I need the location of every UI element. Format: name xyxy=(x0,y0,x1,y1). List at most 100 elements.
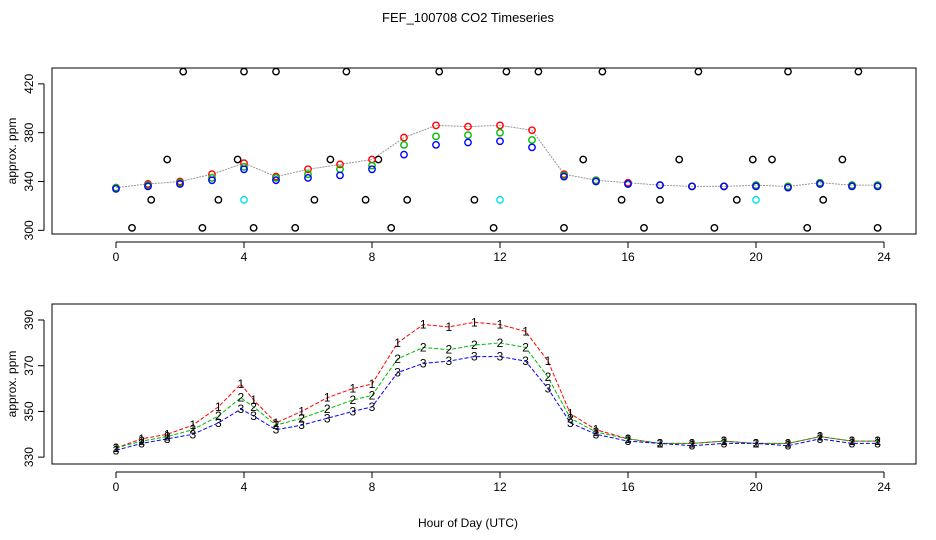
black-point xyxy=(310,195,319,204)
black-point xyxy=(198,223,207,232)
red-point-label: 1 xyxy=(497,318,504,332)
green-point-label: 2 xyxy=(497,336,504,350)
green-series-line xyxy=(115,342,878,449)
blue-series-line xyxy=(115,356,878,451)
black-point xyxy=(403,195,412,204)
blue-point-label: 3 xyxy=(250,409,257,423)
blue-point-label: 3 xyxy=(113,443,120,457)
red-point-label: 1 xyxy=(349,382,356,396)
red-point-label: 1 xyxy=(164,427,171,441)
green-point xyxy=(208,173,216,182)
red-point xyxy=(336,160,344,169)
x-tick-label: 4 xyxy=(241,480,248,494)
red-point-label: 1 xyxy=(250,393,257,407)
blue-point-label: 3 xyxy=(164,432,171,446)
x-tick-label: 16 xyxy=(621,480,635,494)
blue-point-label: 3 xyxy=(785,439,792,453)
blue-point-label: 3 xyxy=(657,436,664,450)
black-point xyxy=(598,67,607,76)
black-point xyxy=(694,67,703,76)
green-point-label: 2 xyxy=(721,434,728,448)
black-point xyxy=(272,67,280,76)
blue-point xyxy=(432,140,440,149)
blue-point-label: 3 xyxy=(138,436,145,450)
x-tick-label: 20 xyxy=(749,250,763,264)
black-point xyxy=(640,223,648,232)
green-point-label: 2 xyxy=(471,338,478,352)
blue-point-label: 3 xyxy=(625,434,632,448)
blue-point-label: 3 xyxy=(471,350,478,364)
red-point xyxy=(464,122,472,131)
green-point xyxy=(272,173,280,182)
green-point-label: 2 xyxy=(369,388,376,402)
green-point-label: 2 xyxy=(593,425,600,439)
black-point xyxy=(435,67,444,76)
plot-frame xyxy=(51,303,917,465)
x-tick-label: 16 xyxy=(621,250,635,264)
black-point xyxy=(214,195,223,204)
red-point-label: 1 xyxy=(817,430,824,444)
green-point xyxy=(464,131,472,140)
red-point-label: 1 xyxy=(593,423,600,437)
red-point-label: 1 xyxy=(324,391,331,405)
blue-point-label: 3 xyxy=(215,416,222,430)
blue-point xyxy=(112,184,120,193)
blue-point-label: 3 xyxy=(545,382,552,396)
blue-point xyxy=(496,137,504,146)
green-point-label: 2 xyxy=(785,436,792,450)
red-point-label: 1 xyxy=(273,416,280,430)
green-point-label: 2 xyxy=(849,434,856,448)
blue-point xyxy=(400,150,408,159)
black-point xyxy=(534,67,543,76)
red-point-label: 1 xyxy=(420,318,427,332)
x-tick-label: 12 xyxy=(493,480,507,494)
y-axis-ticks: 330 350 370 390 xyxy=(22,310,45,467)
red-point-label: 1 xyxy=(394,336,401,350)
red-point-label: 1 xyxy=(215,400,222,414)
black-point xyxy=(374,155,383,164)
blue-point xyxy=(240,165,248,174)
x-tick-label: 20 xyxy=(749,480,763,494)
blue-point-label: 3 xyxy=(349,404,356,418)
green-point-label: 2 xyxy=(874,434,881,448)
black-point xyxy=(803,223,812,232)
black-point xyxy=(470,195,479,204)
green-point-label: 2 xyxy=(324,402,331,416)
y-axis-label: approx. ppm xyxy=(5,118,19,185)
red-point-label: 1 xyxy=(657,436,664,450)
x-tick-label: 24 xyxy=(877,250,891,264)
blue-point-label: 3 xyxy=(567,416,574,430)
green-point-label: 2 xyxy=(138,434,145,448)
y-tick-label: 390 xyxy=(22,310,36,330)
blue-point-label: 3 xyxy=(369,400,376,414)
x-axis-label: Hour of Day (UTC) xyxy=(418,516,518,530)
green-point-label: 2 xyxy=(522,340,529,354)
black-point xyxy=(489,223,498,232)
black-point xyxy=(291,223,300,232)
green-point-label: 2 xyxy=(817,430,824,444)
raw-co2-panel: approx. ppm 0 4 8 12 16 20 24 300 340 380 420 xyxy=(5,67,917,264)
green-point-label: 2 xyxy=(164,430,171,444)
y-axis-label: approx. ppm xyxy=(5,351,19,418)
data-marks xyxy=(112,67,882,232)
y-tick-label: 380 xyxy=(22,122,36,142)
green-point xyxy=(432,132,440,141)
x-tick-label: 4 xyxy=(241,250,248,264)
y-tick-label: 330 xyxy=(22,447,36,467)
red-point-label: 1 xyxy=(721,434,728,448)
blue-point-label: 3 xyxy=(497,350,504,364)
black-point xyxy=(502,67,511,76)
blue-point-label: 3 xyxy=(874,436,881,450)
chart-title: FEF_100708 CO2 Timeseries xyxy=(382,10,554,25)
black-point xyxy=(656,195,664,204)
blue-point xyxy=(176,180,184,188)
black-point xyxy=(838,155,847,164)
black-point xyxy=(249,223,258,232)
red-point-label: 1 xyxy=(138,432,145,446)
black-point xyxy=(163,155,172,164)
blue-point-label: 3 xyxy=(273,423,280,437)
green-point xyxy=(496,128,504,137)
blue-point-label: 3 xyxy=(298,418,305,432)
